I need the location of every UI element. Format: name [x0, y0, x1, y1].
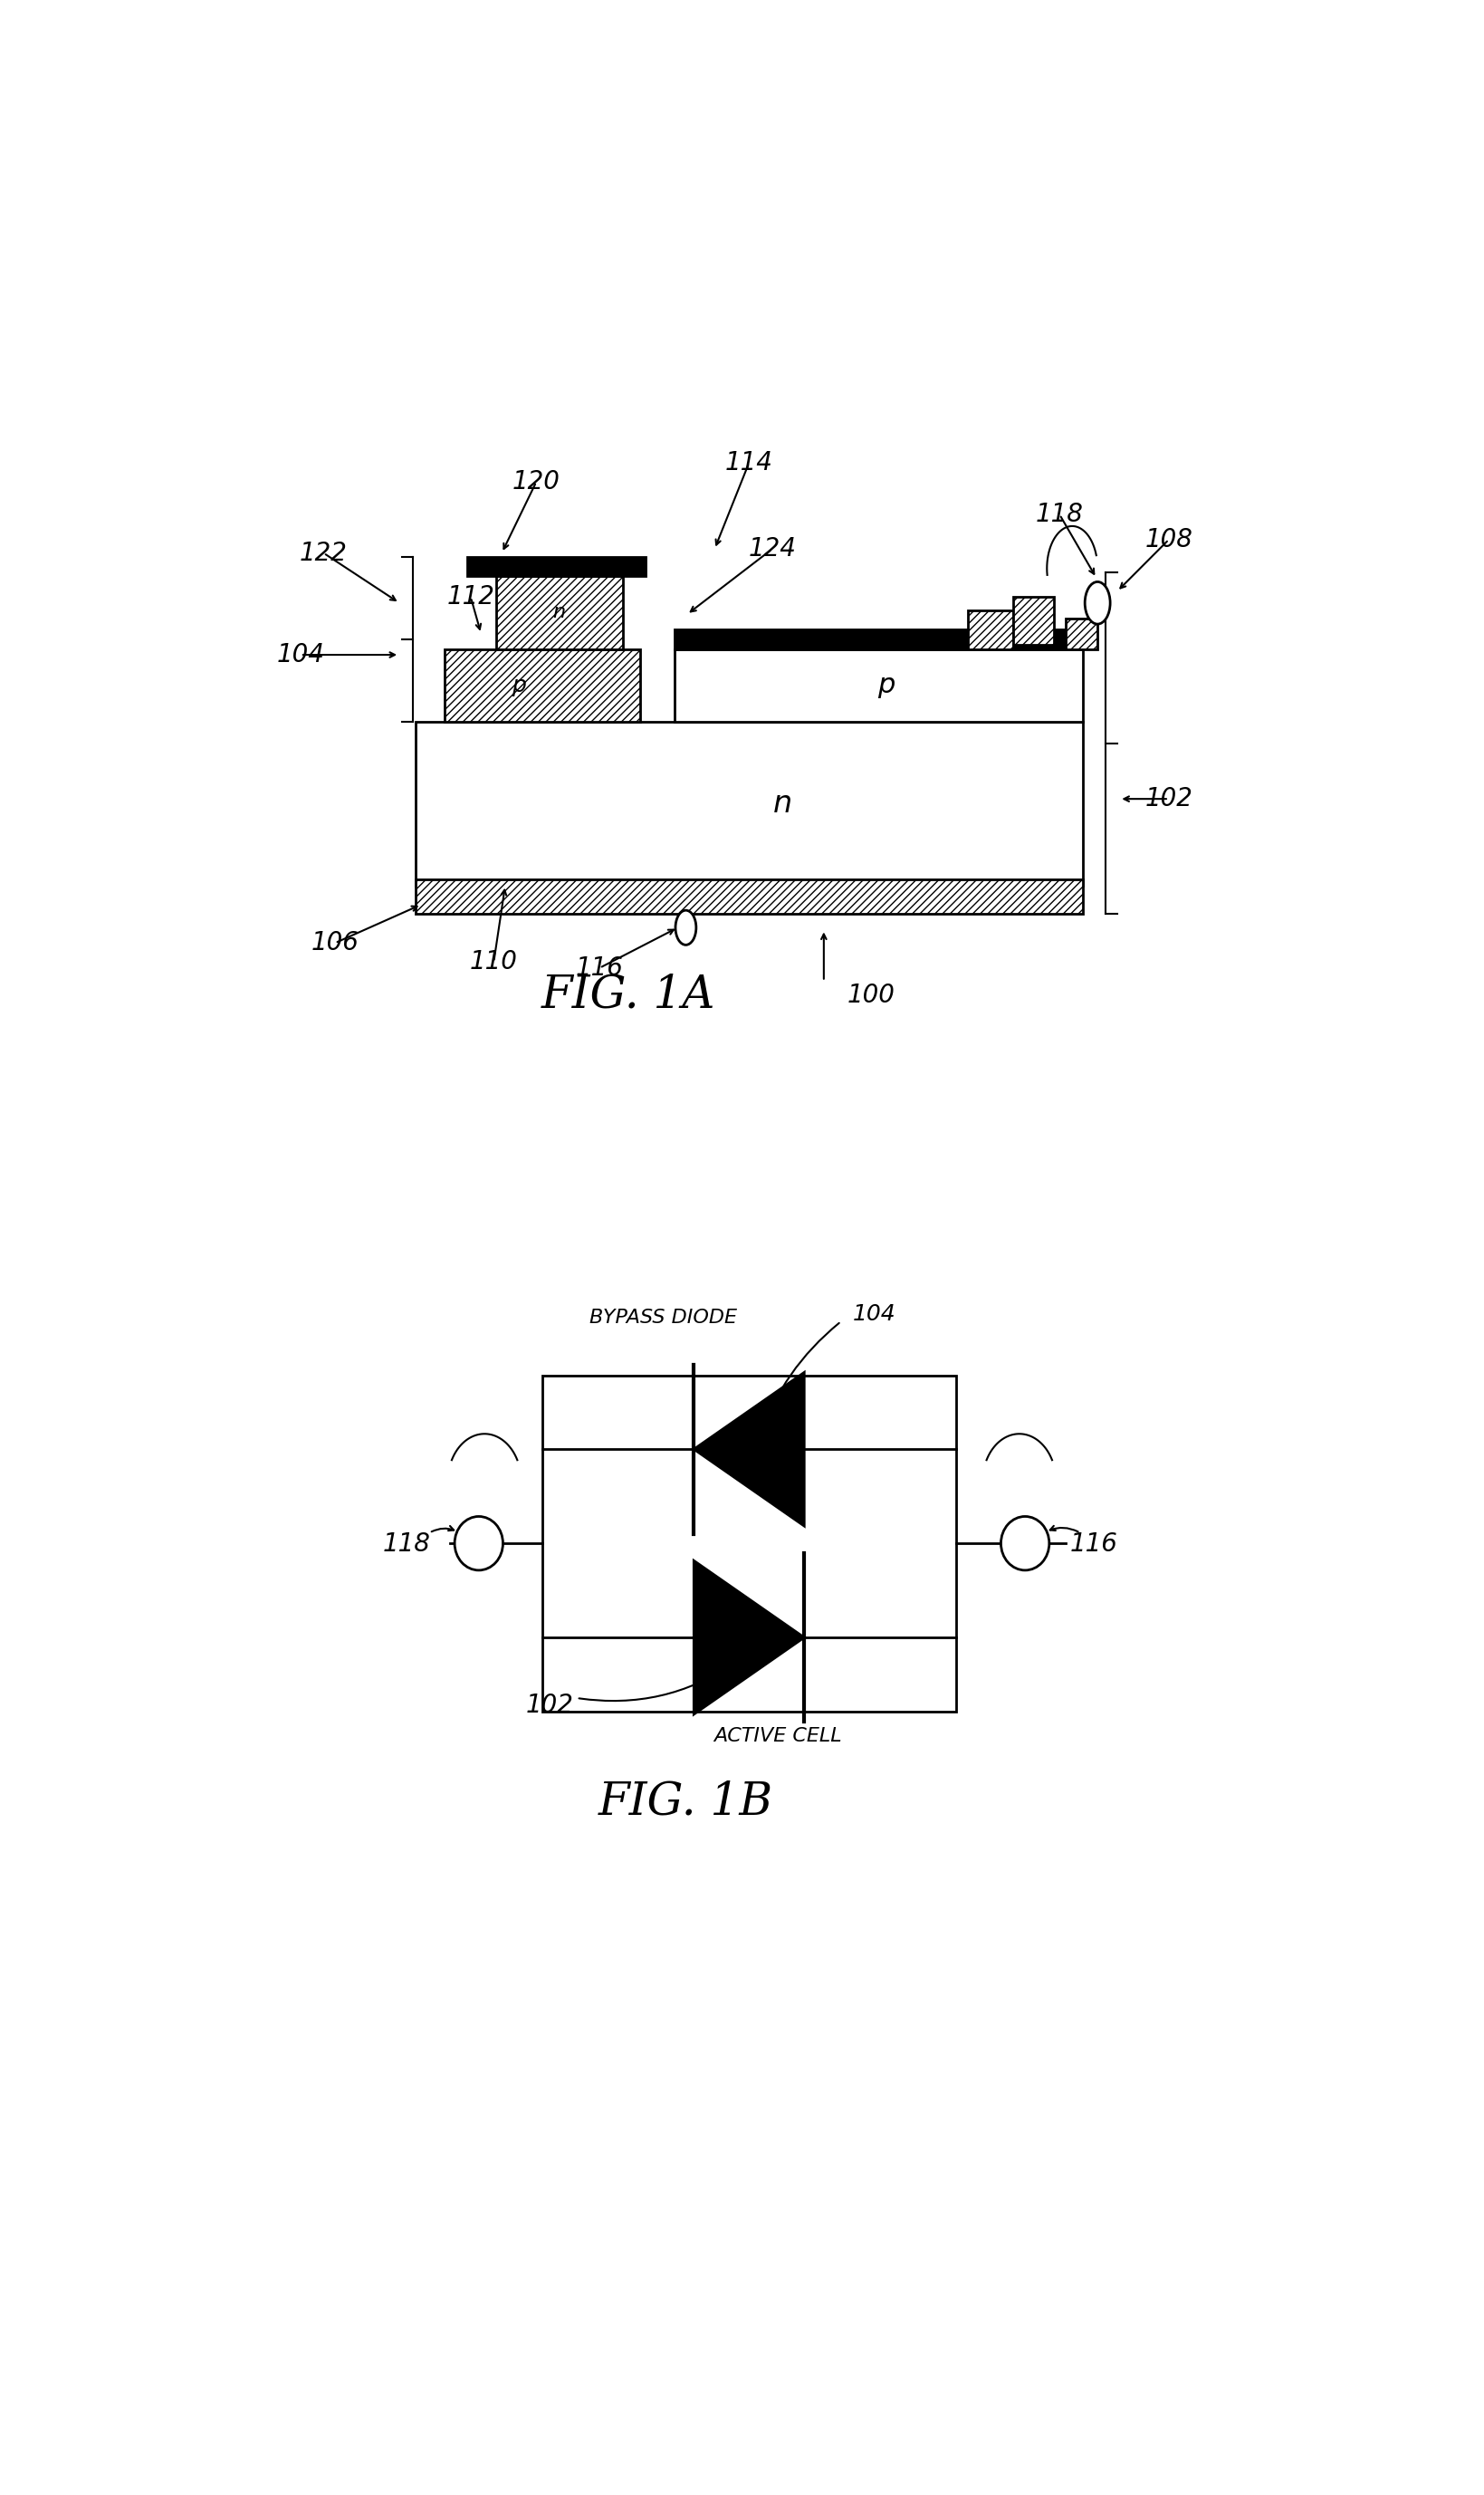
Bar [467, 556, 646, 576]
Bar [444, 649, 640, 721]
Text: 122: 122 [300, 541, 347, 566]
Text: 114: 114 [726, 449, 773, 477]
Text: p: p [512, 674, 525, 696]
Ellipse shape [1000, 1517, 1049, 1569]
Text: BYPASS DIODE: BYPASS DIODE [589, 1307, 736, 1327]
Text: 100: 100 [847, 983, 895, 1008]
Ellipse shape [454, 1517, 503, 1569]
Text: 102: 102 [527, 1694, 574, 1719]
Text: 118: 118 [383, 1532, 430, 1557]
Bar [674, 629, 1083, 649]
Text: FIG. 1A: FIG. 1A [542, 973, 715, 1018]
Text: 110: 110 [470, 951, 518, 976]
Bar [542, 1375, 956, 1712]
Bar [1014, 596, 1054, 646]
Polygon shape [695, 1562, 804, 1714]
Text: 106: 106 [312, 931, 359, 956]
Text: 124: 124 [748, 536, 795, 561]
Bar [968, 611, 1014, 649]
Text: 104: 104 [276, 641, 325, 669]
Circle shape [1085, 581, 1110, 624]
Bar [674, 649, 1083, 721]
Text: 108: 108 [1144, 526, 1193, 551]
Text: FIG. 1B: FIG. 1B [598, 1779, 773, 1824]
Circle shape [675, 911, 696, 946]
Text: 116: 116 [576, 956, 623, 981]
Text: n: n [773, 788, 792, 818]
Text: n: n [554, 604, 565, 621]
Bar [1066, 619, 1098, 649]
Text: 120: 120 [512, 469, 561, 494]
Text: 112: 112 [447, 584, 494, 609]
Text: 102: 102 [1144, 786, 1193, 811]
Text: 118: 118 [1036, 501, 1083, 526]
Text: ACTIVE CELL: ACTIVE CELL [714, 1727, 841, 1746]
Polygon shape [695, 1372, 804, 1527]
Text: 116: 116 [1070, 1532, 1117, 1557]
Bar [416, 881, 1083, 913]
Text: p: p [879, 674, 895, 699]
Bar [496, 576, 623, 649]
Text: 104: 104 [852, 1302, 896, 1325]
Bar [416, 721, 1083, 886]
